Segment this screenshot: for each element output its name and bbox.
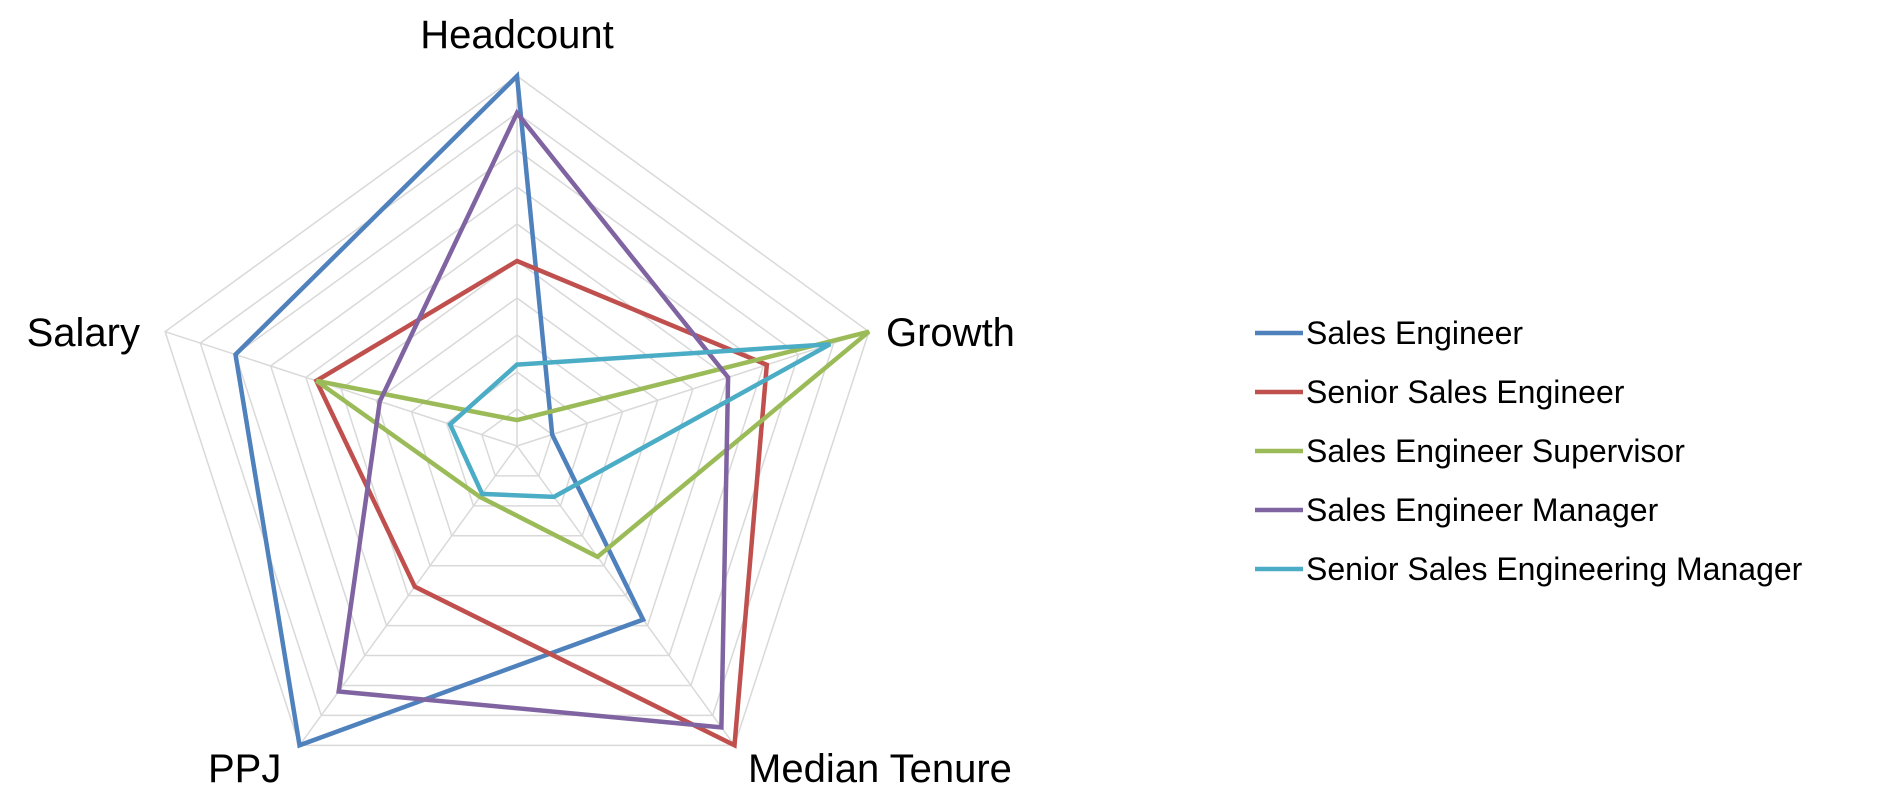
series-senior-sales-engineering-manager xyxy=(447,341,832,500)
series-sales-engineer-manager xyxy=(336,108,731,730)
legend-label-sales-engineer-manager: Sales Engineer Manager xyxy=(1306,492,1659,528)
legend-label-sales-engineer: Sales Engineer xyxy=(1306,315,1523,351)
axis-label-headcount: Headcount xyxy=(420,13,613,57)
axis-label-growth: Growth xyxy=(886,311,1015,355)
grid-ring xyxy=(199,112,835,717)
series-sales-engineer xyxy=(233,71,647,749)
legend-label-senior-sales-engineer: Senior Sales Engineer xyxy=(1306,374,1625,410)
legend-item: Senior Sales Engineering Manager xyxy=(1255,551,1803,587)
grid-ring xyxy=(164,75,870,747)
axis-spoke-growth xyxy=(516,330,870,447)
series-lines xyxy=(233,71,871,749)
legend: Sales Engineer Senior Sales Engineer Sal… xyxy=(1255,315,1803,587)
legend-label-sales-engineer-supervisor: Sales Engineer Supervisor xyxy=(1306,433,1685,469)
legend-item: Sales Engineer xyxy=(1255,315,1523,351)
series-senior-sales-engineer xyxy=(313,258,770,749)
axis-label-salary: Salary xyxy=(27,311,140,355)
legend-item: Sales Engineer Manager xyxy=(1255,492,1659,528)
axis-label-median-tenure: Median Tenure xyxy=(748,747,1012,788)
axis-label-ppj: PPJ xyxy=(208,747,281,788)
legend-item: Senior Sales Engineer xyxy=(1255,374,1625,410)
axis-spoke-salary xyxy=(164,330,518,447)
grid-ring xyxy=(234,149,800,687)
legend-item: Sales Engineer Supervisor xyxy=(1255,433,1685,469)
grid-ring xyxy=(375,297,659,567)
grid-ring xyxy=(480,408,554,477)
axis-labels: Headcount Growth Median Tenure PPJ Salar… xyxy=(27,13,1015,788)
legend-label-senior-sales-engineering-manager: Senior Sales Engineering Manager xyxy=(1306,551,1803,587)
grid-ring xyxy=(269,186,765,657)
grid-ring xyxy=(340,260,694,597)
